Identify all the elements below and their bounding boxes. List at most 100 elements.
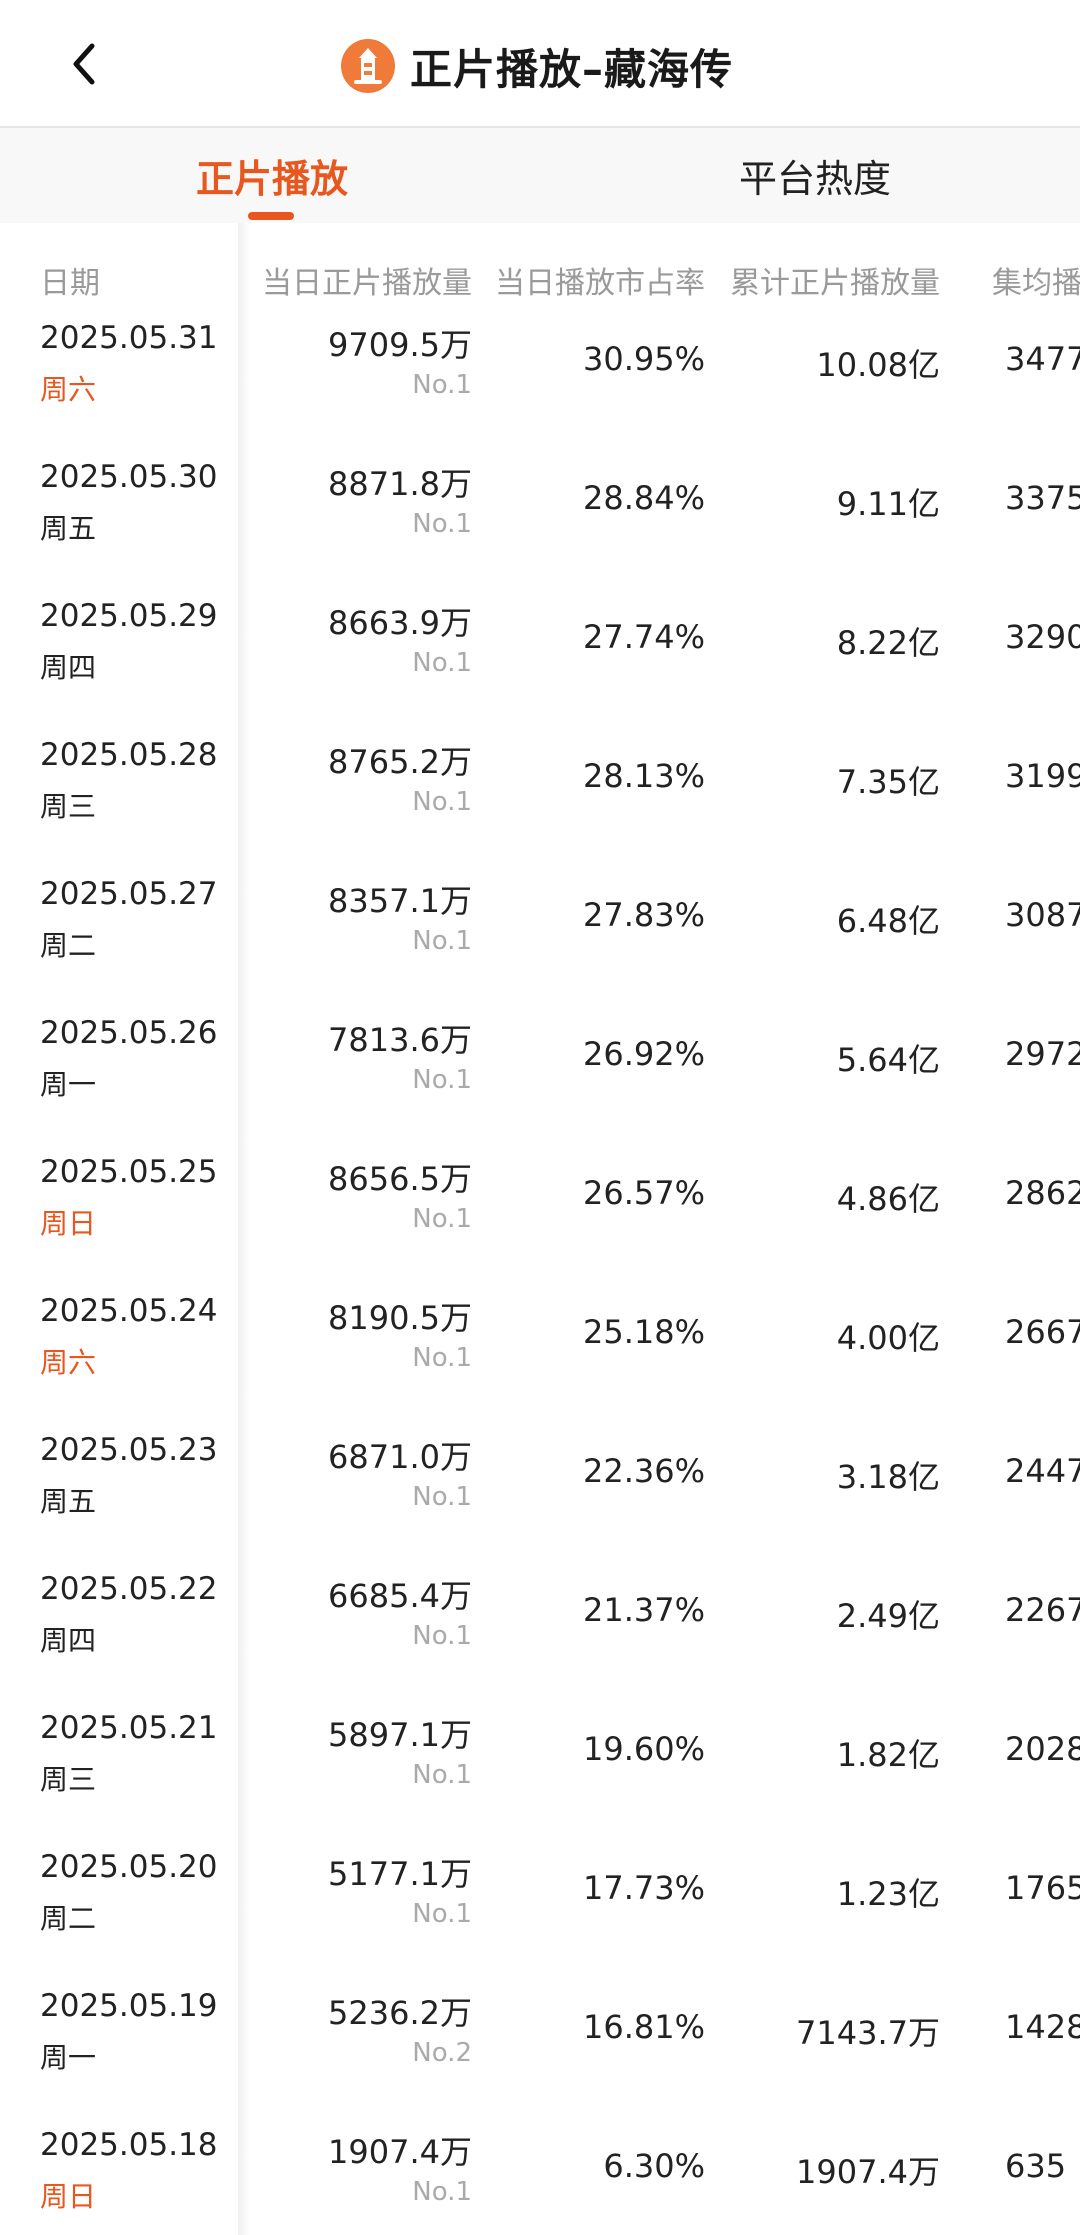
row-daily-plays: 8656.5万 <box>328 1160 472 1198</box>
row-daily-rank: No.1 <box>412 1621 472 1651</box>
table-row[interactable]: 2025.05.29 周四 8663.9万 No.1 27.74% 8.22亿 3290 <box>0 598 1080 737</box>
row-daily-plays: 9709.5万 <box>328 326 472 364</box>
row-daily-rank: No.1 <box>412 1204 472 1234</box>
row-weekday: 周五 <box>40 1485 97 1518</box>
row-date: 2025.05.27 <box>40 876 218 912</box>
row-daily-plays: 8663.9万 <box>328 604 472 642</box>
tab-platform-heat[interactable]: 平台热度 <box>739 157 892 201</box>
row-daily-plays: 5897.1万 <box>328 1716 472 1754</box>
row-weekday: 周六 <box>40 373 97 406</box>
frozen-column-shadow <box>238 223 250 2235</box>
row-episode-average: 1428 <box>1005 2008 1080 2046</box>
row-weekday: 周日 <box>40 2180 97 2213</box>
back-button[interactable] <box>62 40 110 88</box>
row-cumulative-plays: 7.35亿 <box>836 763 940 801</box>
row-daily-plays: 8765.2万 <box>328 743 472 781</box>
row-market-share: 30.95% <box>582 340 705 378</box>
row-date: 2025.05.31 <box>40 320 218 356</box>
lighthouse-logo-icon <box>341 39 395 93</box>
row-weekday: 周二 <box>40 1902 97 1935</box>
active-tab-indicator <box>248 212 294 220</box>
row-cumulative-plays: 1907.4万 <box>796 2153 940 2191</box>
row-episode-average: 3477 <box>1005 340 1080 378</box>
row-episode-average: 635 <box>1005 2147 1067 2185</box>
row-cumulative-plays: 2.49亿 <box>836 1597 940 1635</box>
row-cumulative-plays: 10.08亿 <box>816 346 940 384</box>
row-daily-rank: No.1 <box>412 1899 472 1929</box>
row-date: 2025.05.19 <box>40 1988 218 2024</box>
row-date: 2025.05.22 <box>40 1571 218 1607</box>
row-market-share: 26.57% <box>582 1174 705 1212</box>
row-date: 2025.05.18 <box>40 2127 218 2163</box>
row-cumulative-plays: 6.48亿 <box>836 902 940 940</box>
column-header-episode-average: 集均播 <box>992 266 1080 301</box>
row-daily-rank: No.1 <box>412 926 472 956</box>
row-cumulative-plays: 5.64亿 <box>836 1041 940 1079</box>
row-date: 2025.05.28 <box>40 737 218 773</box>
row-weekday: 周四 <box>40 651 97 684</box>
table-row[interactable]: 2025.05.21 周三 5897.1万 No.1 19.60% 1.82亿 2028 <box>0 1710 1080 1849</box>
table-row[interactable]: 2025.05.23 周五 6871.0万 No.1 22.36% 3.18亿 2447 <box>0 1432 1080 1571</box>
row-weekday: 周一 <box>40 2041 97 2074</box>
top-bar: 正片播放–藏海传 <box>0 0 1080 128</box>
row-weekday: 周二 <box>40 929 97 962</box>
table-row[interactable]: 2025.05.31 周六 9709.5万 No.1 30.95% 10.08亿 3477 <box>0 320 1080 459</box>
row-daily-plays: 6871.0万 <box>328 1438 472 1476</box>
table-row[interactable]: 2025.05.20 周二 5177.1万 No.1 17.73% 1.23亿 1765 <box>0 1849 1080 1988</box>
row-weekday: 周日 <box>40 1207 97 1240</box>
title-group: 正片播放–藏海传 <box>340 38 733 94</box>
row-cumulative-plays: 9.11亿 <box>836 485 940 523</box>
row-cumulative-plays: 1.82亿 <box>836 1736 940 1774</box>
page-title: 正片播放–藏海传 <box>410 44 734 94</box>
table-row[interactable]: 2025.05.26 周一 7813.6万 No.1 26.92% 5.64亿 2972 <box>0 1015 1080 1154</box>
row-date: 2025.05.30 <box>40 459 218 495</box>
row-episode-average: 1765 <box>1005 1869 1080 1907</box>
column-header-date: 日期 <box>40 266 100 301</box>
table-row[interactable]: 2025.05.18 周日 1907.4万 No.1 6.30% 1907.4万 635 <box>0 2127 1080 2235</box>
row-market-share: 19.60% <box>582 1730 705 1768</box>
row-cumulative-plays: 7143.7万 <box>796 2014 940 2052</box>
row-daily-plays: 6685.4万 <box>328 1577 472 1615</box>
tab-bar: 正片播放 平台热度 <box>0 128 1080 223</box>
row-cumulative-plays: 4.00亿 <box>836 1319 940 1357</box>
row-daily-rank: No.1 <box>412 1343 472 1373</box>
table-row[interactable]: 2025.05.27 周二 8357.1万 No.1 27.83% 6.48亿 3087 <box>0 876 1080 1015</box>
row-date: 2025.05.23 <box>40 1432 218 1468</box>
row-weekday: 周四 <box>40 1624 97 1657</box>
row-date: 2025.05.24 <box>40 1293 218 1329</box>
row-market-share: 16.81% <box>582 2008 705 2046</box>
row-cumulative-plays: 8.22亿 <box>836 624 940 662</box>
row-episode-average: 2972 <box>1005 1035 1080 1073</box>
row-daily-plays: 8871.8万 <box>328 465 472 503</box>
row-daily-plays: 5177.1万 <box>328 1855 472 1893</box>
row-episode-average: 3199 <box>1005 757 1080 795</box>
table-row[interactable]: 2025.05.30 周五 8871.8万 No.1 28.84% 9.11亿 3375 <box>0 459 1080 598</box>
column-header-market-share: 当日播放市占率 <box>495 266 705 301</box>
row-market-share: 6.30% <box>603 2147 705 2185</box>
row-weekday: 周三 <box>40 790 97 823</box>
row-daily-rank: No.1 <box>412 509 472 539</box>
tab-episode-plays[interactable]: 正片播放 <box>196 157 349 201</box>
table-row[interactable]: 2025.05.24 周六 8190.5万 No.1 25.18% 4.00亿 2667 <box>0 1293 1080 1432</box>
table-row[interactable]: 2025.05.22 周四 6685.4万 No.1 21.37% 2.49亿 2267 <box>0 1571 1080 1710</box>
row-market-share: 21.37% <box>582 1591 705 1629</box>
row-weekday: 周六 <box>40 1346 97 1379</box>
table-row[interactable]: 2025.05.19 周一 5236.2万 No.2 16.81% 7143.7万 1428 <box>0 1988 1080 2127</box>
table-row[interactable]: 2025.05.25 周日 8656.5万 No.1 26.57% 4.86亿 2862 <box>0 1154 1080 1293</box>
row-daily-plays: 7813.6万 <box>328 1021 472 1059</box>
row-episode-average: 2028 <box>1005 1730 1080 1768</box>
row-daily-plays: 1907.4万 <box>328 2133 472 2171</box>
table-row[interactable]: 2025.05.28 周三 8765.2万 No.1 28.13% 7.35亿 3199 <box>0 737 1080 876</box>
row-daily-plays: 5236.2万 <box>328 1994 472 2032</box>
row-daily-plays: 8357.1万 <box>328 882 472 920</box>
data-table[interactable]: 日期 当日正片播放量 当日播放市占率 累计正片播放量 集均播 2025.05.3… <box>0 223 1080 2235</box>
row-date: 2025.05.20 <box>40 1849 218 1885</box>
row-daily-rank: No.2 <box>412 2038 472 2068</box>
row-market-share: 26.92% <box>582 1035 705 1073</box>
row-date: 2025.05.26 <box>40 1015 218 1051</box>
row-market-share: 28.13% <box>582 757 705 795</box>
row-daily-rank: No.1 <box>412 370 472 400</box>
row-episode-average: 2667 <box>1005 1313 1080 1351</box>
row-cumulative-plays: 3.18亿 <box>836 1458 940 1496</box>
row-daily-rank: No.1 <box>412 2177 472 2207</box>
